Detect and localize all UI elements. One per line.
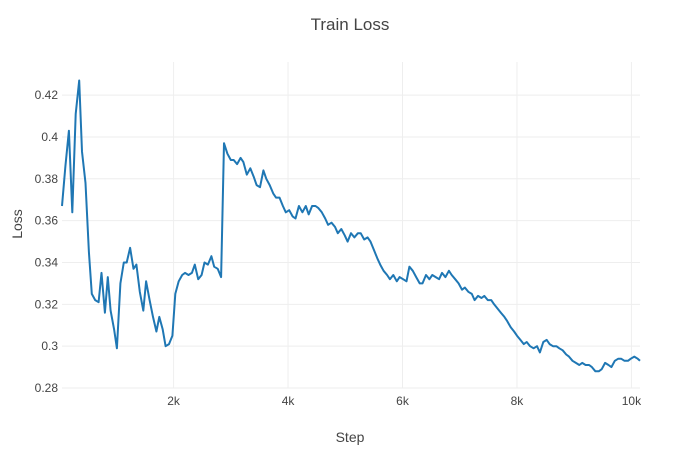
x-tick-label: 4k bbox=[282, 394, 296, 408]
chart-title: Train Loss bbox=[311, 15, 390, 34]
y-tick-label: 0.36 bbox=[35, 214, 59, 228]
y-tick-label: 0.34 bbox=[35, 255, 59, 269]
x-axis-title: Step bbox=[336, 429, 365, 445]
x-tick-label: 8k bbox=[511, 394, 525, 408]
x-tick-label: 2k bbox=[167, 394, 181, 408]
y-tick-label: 0.42 bbox=[35, 88, 59, 102]
y-axis-ticks: 0.28 0.3 0.32 0.34 0.36 0.38 0.4 0.42 bbox=[35, 88, 59, 395]
x-tick-label: 10k bbox=[622, 394, 642, 408]
y-tick-label: 0.3 bbox=[41, 339, 58, 353]
x-tick-label: 6k bbox=[396, 394, 410, 408]
y-tick-label: 0.32 bbox=[35, 297, 59, 311]
x-axis-ticks: 2k 4k 6k 8k 10k bbox=[167, 394, 642, 408]
y-axis-title: Loss bbox=[9, 209, 25, 239]
grid bbox=[62, 62, 640, 389]
y-tick-label: 0.28 bbox=[35, 381, 59, 395]
y-tick-label: 0.38 bbox=[35, 172, 59, 186]
loss-series-line bbox=[61, 79, 641, 373]
y-tick-label: 0.4 bbox=[41, 130, 58, 144]
plot-area bbox=[61, 79, 641, 373]
